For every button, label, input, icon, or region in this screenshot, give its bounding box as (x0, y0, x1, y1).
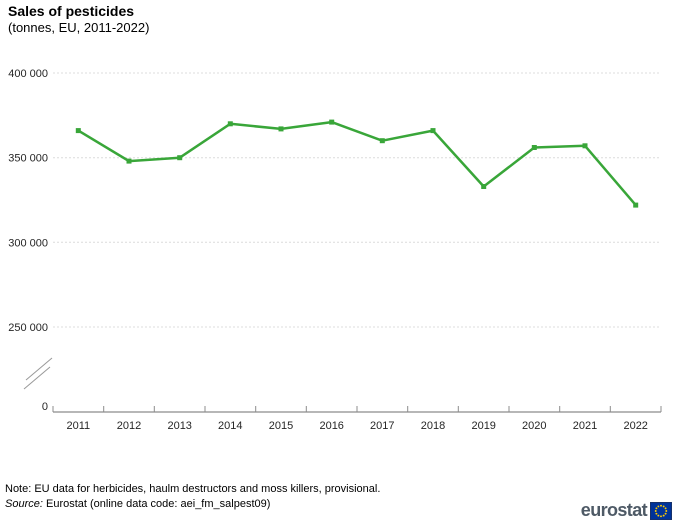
y-axis-label: 350 000 (8, 153, 48, 165)
flag-star (654, 509, 657, 512)
flag-star (657, 514, 660, 517)
x-axis-label: 2011 (66, 420, 90, 432)
x-axis-label: 2022 (623, 420, 647, 432)
y-axis-label: 400 000 (8, 68, 48, 80)
series-line-EU (77, 120, 637, 206)
x-axis-label: 2019 (471, 420, 495, 432)
flag-star (662, 514, 665, 517)
data-point-2018 (430, 128, 436, 134)
chart-footnotes: Note: EU data for herbicides, haulm dest… (5, 482, 380, 512)
flag-star (664, 512, 667, 515)
line-chart-canvas: 0 250 000 300 000 350 000 400 000 2011 2012 201… (8, 68, 662, 432)
x-axis-label: 2018 (421, 420, 445, 432)
flag-background (650, 501, 672, 520)
chart-source: Source: Eurostat (online data code: aei_… (5, 497, 380, 512)
data-point-2022 (633, 202, 639, 208)
source-text: Eurostat (online data code: aei_fm_salpe… (45, 498, 271, 510)
data-point-2011 (75, 128, 81, 134)
flag-star (655, 506, 658, 509)
source-label: Source: (5, 498, 43, 510)
eu-flag-icon (650, 501, 672, 520)
axis-break-mark (25, 357, 53, 381)
y-axis-label: 0 (42, 401, 48, 413)
data-point-2021 (582, 143, 588, 149)
data-point-2012 (126, 158, 132, 164)
x-axis-label: 2013 (167, 420, 191, 432)
eurostat-logo: eurostat (581, 500, 672, 521)
y-axis-label: 300 000 (8, 237, 48, 249)
x-axis-label: 2015 (269, 420, 293, 432)
flag-star (662, 504, 665, 507)
data-point-2015 (278, 126, 284, 132)
flag-star (664, 506, 667, 509)
data-point-2020 (531, 145, 537, 150)
x-axis-label: 2020 (522, 420, 546, 432)
chart-title: Sales of pesticides (8, 3, 135, 19)
flag-star (660, 514, 662, 517)
y-axis-label: 250 000 (8, 322, 48, 334)
flag-star (660, 504, 662, 507)
axis-break-mark (23, 366, 51, 390)
data-point-2017 (379, 138, 385, 144)
data-point-2016 (329, 119, 335, 125)
x-axis-label: 2012 (117, 420, 141, 432)
flag-star (665, 509, 668, 512)
data-point-2019 (481, 184, 487, 189)
x-axis-label: 2016 (319, 420, 343, 432)
data-point-2013 (177, 155, 183, 161)
data-point-2014 (227, 121, 233, 127)
chart-note: Note: EU data for herbicides, haulm dest… (5, 483, 381, 495)
flag-star (657, 504, 660, 507)
x-axis-label: 2017 (370, 420, 394, 432)
eurostat-wordmark: eurostat (580, 500, 648, 520)
flag-star (655, 512, 658, 515)
x-axis-label: 2014 (218, 420, 242, 432)
chart-subtitle: (tonnes, EU, 2011-2022) (8, 20, 150, 35)
x-axis-label: 2021 (573, 420, 597, 432)
